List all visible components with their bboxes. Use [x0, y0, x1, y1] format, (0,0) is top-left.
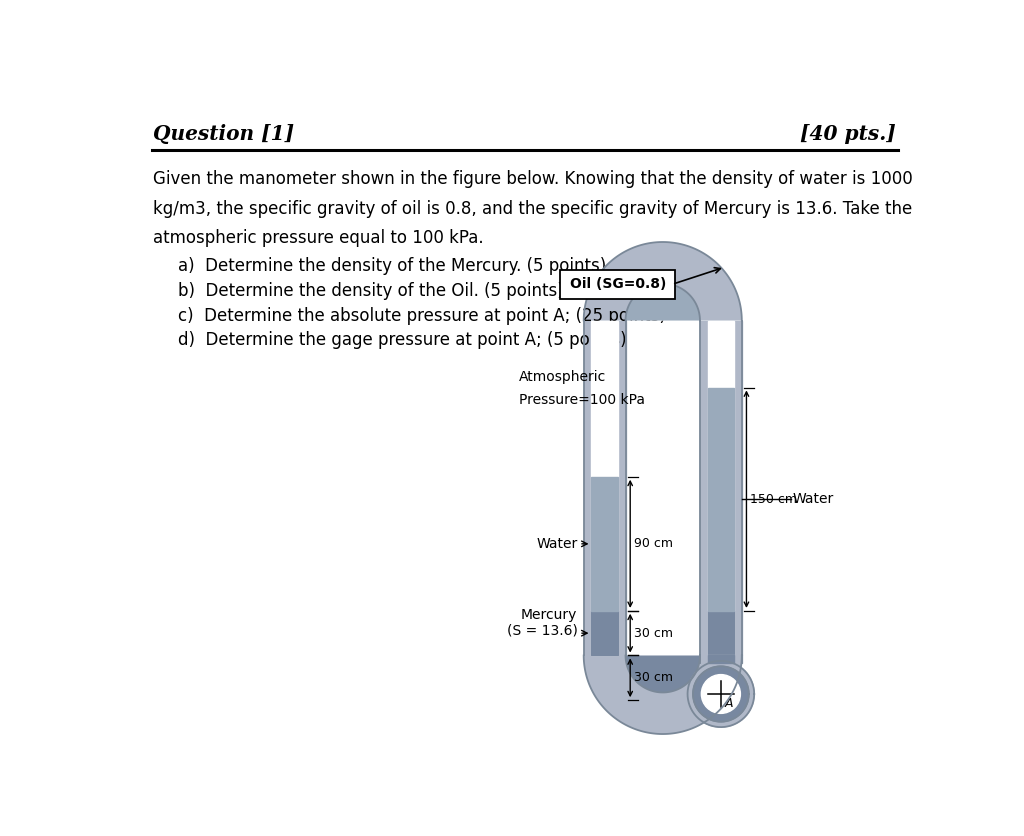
Polygon shape [592, 283, 734, 320]
Bar [584, 320, 626, 655]
Bar [592, 320, 617, 655]
Bar [700, 320, 741, 655]
Bar [708, 320, 734, 655]
Text: atmospheric pressure equal to 100 kPa.: atmospheric pressure equal to 100 kPa. [153, 229, 483, 247]
Polygon shape [592, 655, 734, 692]
Text: Mercury: Mercury [521, 608, 578, 622]
Circle shape [687, 661, 755, 727]
Bar [700, 655, 741, 663]
Text: Given the manometer shown in the figure below. Knowing that the density of water: Given the manometer shown in the figure … [153, 171, 912, 188]
Text: Water: Water [793, 492, 834, 506]
Polygon shape [592, 655, 734, 692]
Text: Question [1]: Question [1] [153, 125, 294, 144]
Polygon shape [584, 655, 741, 734]
Bar [592, 477, 617, 611]
Bar [708, 388, 734, 611]
Polygon shape [584, 242, 741, 320]
Text: d)  Determine the gage pressure at point A; (5 points): d) Determine the gage pressure at point … [178, 331, 627, 349]
Text: A: A [725, 697, 733, 710]
Bar [708, 611, 734, 655]
Text: Atmospheric: Atmospheric [519, 370, 606, 384]
Circle shape [701, 675, 740, 713]
Text: 30 cm: 30 cm [634, 671, 673, 685]
Text: 90 cm: 90 cm [634, 538, 673, 550]
Text: Water: Water [537, 537, 578, 551]
Text: 150 cm: 150 cm [751, 492, 798, 506]
Bar [592, 611, 617, 655]
Polygon shape [617, 283, 734, 320]
Text: a)  Determine the density of the Mercury. (5 points): a) Determine the density of the Mercury.… [178, 257, 606, 275]
Bar [708, 655, 734, 663]
Text: (S = 13.6): (S = 13.6) [507, 623, 578, 637]
Text: c)  Determine the absolute pressure at point A; (25 points): c) Determine the absolute pressure at po… [178, 307, 667, 324]
Text: 30 cm: 30 cm [634, 627, 673, 640]
Text: [40 pts.]: [40 pts.] [800, 125, 895, 144]
Text: b)  Determine the density of the Oil. (5 points): b) Determine the density of the Oil. (5 … [178, 282, 564, 300]
FancyBboxPatch shape [560, 270, 675, 299]
Text: Oil (SG=0.8): Oil (SG=0.8) [569, 278, 666, 292]
Circle shape [693, 666, 749, 721]
Text: Pressure=100 kPa: Pressure=100 kPa [519, 393, 645, 407]
Text: kg/m3, the specific gravity of oil is 0.8, and the specific gravity of Mercury i: kg/m3, the specific gravity of oil is 0.… [153, 200, 912, 217]
